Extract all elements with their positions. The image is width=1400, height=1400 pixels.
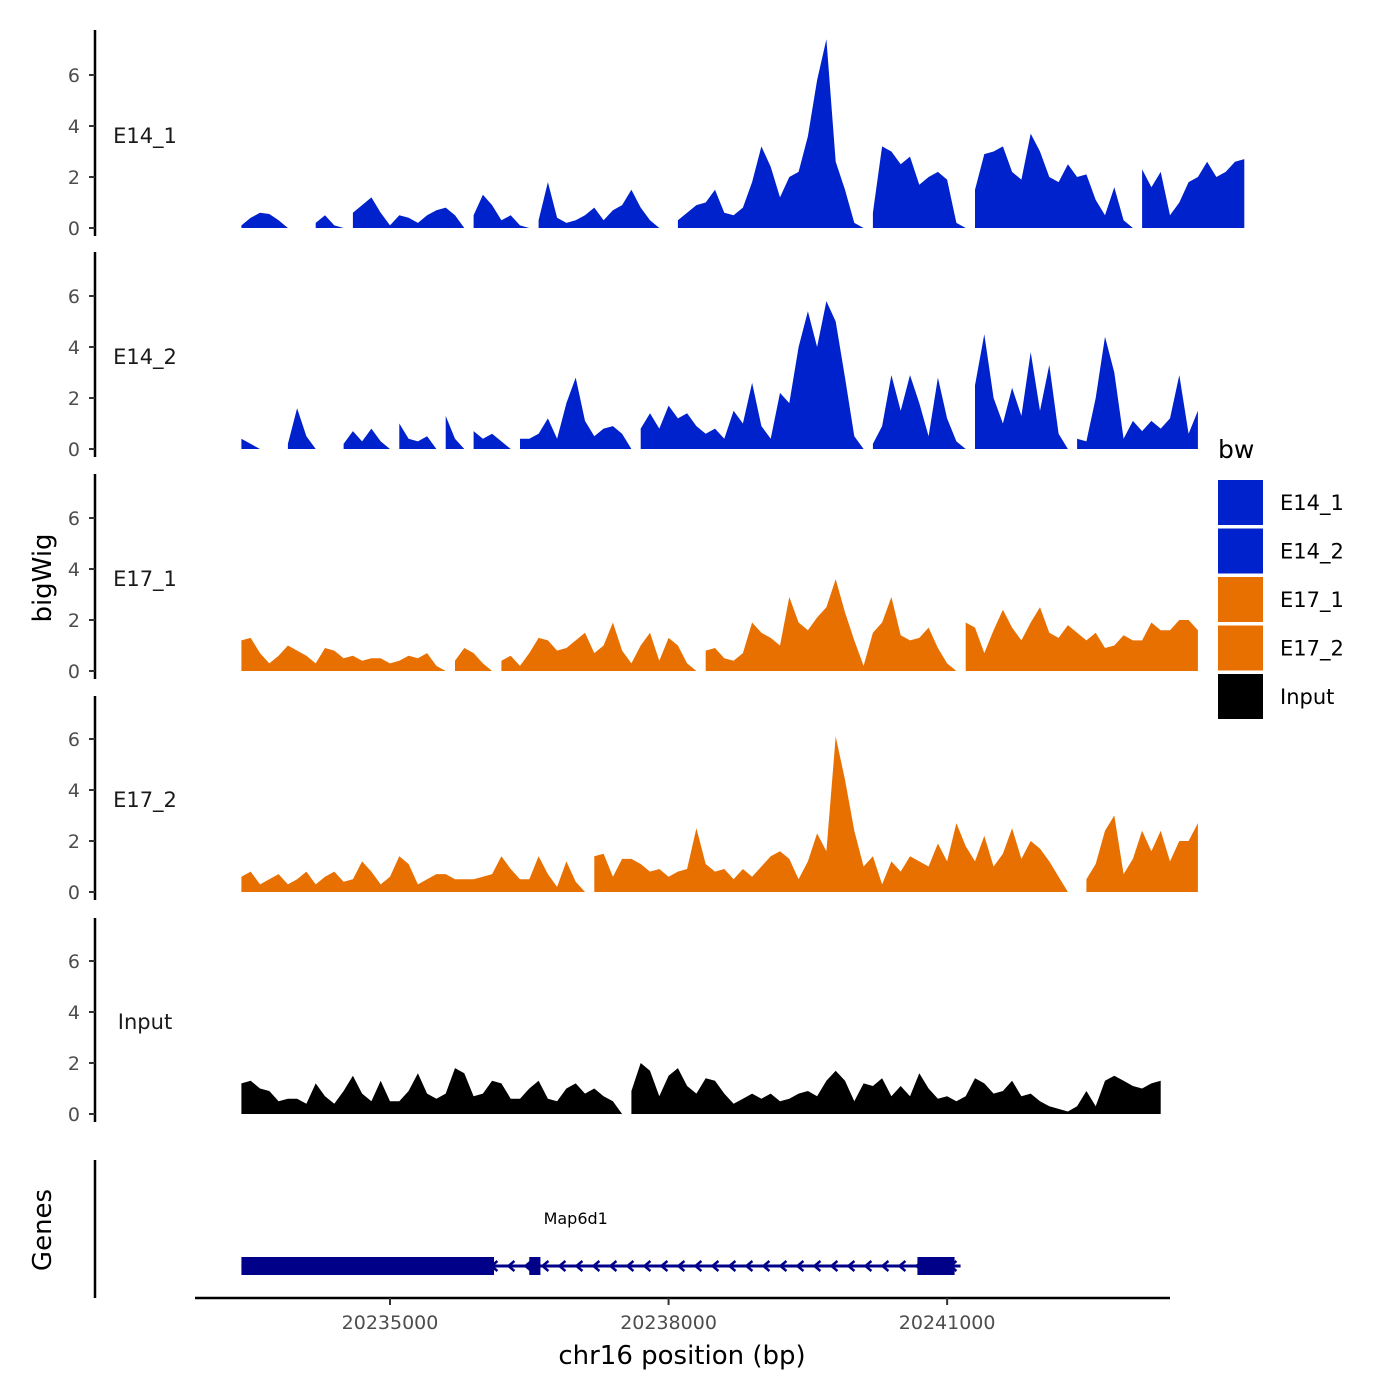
y-tick-label: 4	[68, 1002, 80, 1024]
strand-arrow	[778, 1260, 788, 1272]
gene-exon	[241, 1257, 494, 1275]
y-tick-label: 2	[68, 167, 80, 189]
y-tick-label: 2	[68, 1053, 80, 1075]
y-tick-label: 4	[68, 116, 80, 138]
strand-arrow	[625, 1260, 635, 1272]
track-E17_2: 0 2 4 6 E17_2	[68, 696, 1198, 904]
legend-swatch	[1218, 625, 1263, 671]
y-tick-label: 4	[68, 780, 80, 802]
strand-arrow	[829, 1260, 839, 1272]
y-tick-label: 4	[68, 559, 80, 581]
y-tick-label: 0	[68, 661, 80, 683]
x-axis-title: chr16 position (bp)	[558, 1341, 805, 1371]
x-tick-label: 20235000	[342, 1312, 439, 1334]
y-tick-label: 6	[68, 951, 80, 973]
strand-arrow	[744, 1260, 754, 1272]
y-tick-label: 2	[68, 610, 80, 632]
x-tick-label: 20238000	[620, 1312, 717, 1334]
strand-arrow	[846, 1260, 856, 1272]
signal-area-E14_1	[241, 39, 1245, 228]
signal-area-Input	[241, 1063, 1161, 1114]
genes-axis-title: Genes	[28, 1189, 58, 1271]
legend-label: E14_1	[1280, 491, 1344, 516]
legend-swatch	[1218, 674, 1263, 719]
legend-label: E17_2	[1280, 637, 1344, 662]
strand-arrow	[693, 1260, 703, 1272]
strand-arrow	[897, 1260, 907, 1272]
bigwig-tracks: 0 2 4 6 E14_1 0 2 4 6 E14_2 0 2 4 6 E17_1 0 2 4 6 E17_2 0 2 4 6…	[68, 30, 1245, 1126]
y-tick-label: 6	[68, 65, 80, 87]
signal-area-E17_1	[241, 579, 1198, 671]
legend-swatch	[1218, 528, 1263, 574]
track-E14_2: 0 2 4 6 E14_2	[68, 252, 1198, 461]
strand-arrow	[727, 1260, 737, 1272]
y-tick-label: 6	[68, 729, 80, 751]
x-axis: 20235000 20238000 20241000	[195, 1296, 1170, 1334]
strand-arrow	[795, 1260, 805, 1272]
gene-name-label: Map6d1	[544, 1209, 608, 1228]
strand-arrow	[812, 1260, 822, 1272]
y-tick-label: 4	[68, 337, 80, 359]
y-tick-label: 0	[68, 1104, 80, 1126]
track-label: E14_1	[113, 124, 177, 149]
strand-arrow	[761, 1260, 771, 1272]
legend-title: bw	[1218, 435, 1254, 464]
strand-arrow	[676, 1260, 686, 1272]
signal-area-E14_2	[241, 301, 1198, 449]
strand-arrow	[642, 1260, 652, 1272]
strand-arrow	[591, 1260, 601, 1272]
y-tick-label: 0	[68, 439, 80, 461]
y-tick-label: 6	[68, 286, 80, 308]
y-tick-label: 0	[68, 882, 80, 904]
strand-arrow	[557, 1260, 567, 1272]
y-tick-label: 0	[68, 218, 80, 240]
y-tick-label: 6	[68, 508, 80, 530]
track-Input: 0 2 4 6 Input	[68, 918, 1161, 1126]
gene-exon	[917, 1257, 955, 1275]
gene-track: Map6d1	[93, 1160, 961, 1298]
y-axis-title: bigWig	[28, 533, 58, 622]
strand-arrow	[863, 1260, 873, 1272]
legend-swatch	[1218, 480, 1263, 525]
strand-arrow	[506, 1260, 516, 1272]
legend-label: E14_2	[1280, 540, 1344, 565]
legend-label: Input	[1280, 685, 1334, 709]
track-label: Input	[118, 1010, 172, 1034]
gene-exon	[529, 1257, 541, 1275]
legend-swatch	[1218, 577, 1263, 622]
strand-arrow	[880, 1260, 890, 1272]
y-tick-label: 2	[68, 388, 80, 410]
y-tick-label: 2	[68, 831, 80, 853]
signal-area-E17_2	[241, 736, 1198, 892]
legend-label: E17_1	[1280, 588, 1344, 613]
track-label: E17_1	[113, 567, 177, 592]
track-E14_1: 0 2 4 6 E14_1	[68, 30, 1245, 240]
x-tick-label: 20241000	[899, 1312, 996, 1334]
strand-arrow	[608, 1260, 618, 1272]
strand-arrow	[659, 1260, 669, 1272]
track-label: E17_2	[113, 788, 177, 813]
track-E17_1: 0 2 4 6 E17_1	[68, 474, 1198, 683]
strand-arrow	[540, 1260, 550, 1272]
legend: bw E14_1 E14_2 E17_1 E17_2 Input	[1218, 435, 1344, 719]
track-label: E14_2	[113, 345, 177, 370]
strand-arrow	[574, 1260, 584, 1272]
strand-arrow	[710, 1260, 720, 1272]
